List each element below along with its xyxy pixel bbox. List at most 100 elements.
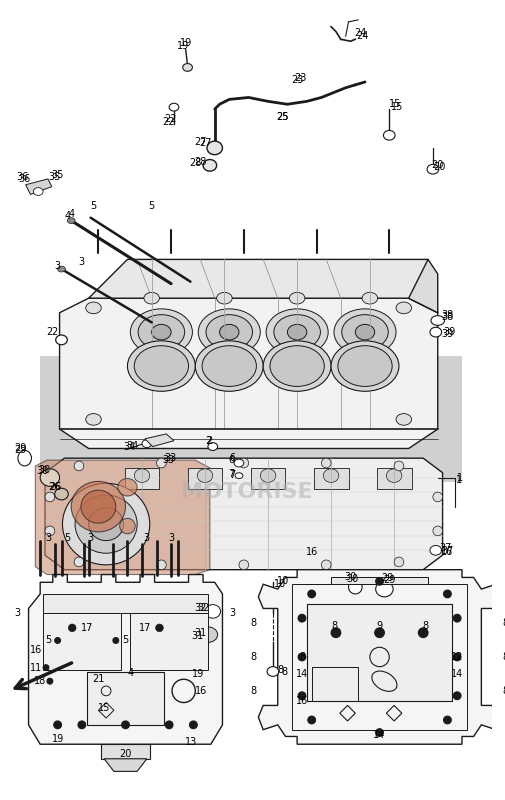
Ellipse shape	[430, 316, 443, 326]
Polygon shape	[35, 460, 210, 574]
Bar	[187, 468, 222, 490]
Ellipse shape	[323, 469, 338, 482]
Ellipse shape	[429, 327, 441, 337]
Text: 1: 1	[456, 473, 462, 482]
Text: 14: 14	[450, 670, 463, 679]
Ellipse shape	[47, 678, 53, 684]
Ellipse shape	[55, 638, 61, 643]
Text: MOTORISE: MOTORISE	[181, 482, 312, 502]
Polygon shape	[408, 259, 437, 313]
Text: 26: 26	[48, 482, 61, 492]
Text: 39: 39	[440, 329, 452, 339]
Ellipse shape	[393, 557, 403, 566]
Ellipse shape	[74, 557, 84, 566]
Ellipse shape	[452, 614, 460, 622]
Text: 8: 8	[501, 652, 505, 662]
Ellipse shape	[235, 473, 242, 478]
Ellipse shape	[74, 461, 84, 470]
Ellipse shape	[263, 341, 330, 391]
Text: 36: 36	[19, 174, 31, 184]
Ellipse shape	[198, 627, 217, 642]
Text: 3: 3	[55, 261, 61, 271]
Text: 6: 6	[228, 455, 234, 465]
Ellipse shape	[62, 483, 149, 565]
Text: 8: 8	[277, 665, 283, 674]
Ellipse shape	[432, 526, 442, 536]
Text: 14: 14	[373, 730, 385, 739]
Ellipse shape	[182, 63, 192, 71]
Text: 15: 15	[390, 102, 402, 112]
Text: 19: 19	[176, 41, 188, 51]
Ellipse shape	[393, 461, 403, 470]
Ellipse shape	[169, 103, 178, 111]
Text: 25: 25	[276, 112, 288, 122]
Text: 37: 37	[440, 546, 452, 556]
Text: 4: 4	[127, 669, 133, 678]
Ellipse shape	[307, 590, 315, 598]
Text: 2: 2	[206, 436, 212, 446]
Bar	[130, 614, 208, 670]
Ellipse shape	[81, 490, 116, 523]
Ellipse shape	[395, 414, 411, 426]
Ellipse shape	[234, 459, 243, 467]
Ellipse shape	[375, 582, 392, 597]
Ellipse shape	[307, 716, 315, 724]
Text: 8: 8	[250, 686, 256, 696]
Text: 29: 29	[380, 574, 393, 583]
Text: 33: 33	[164, 453, 176, 463]
Ellipse shape	[68, 624, 76, 632]
Ellipse shape	[138, 314, 184, 350]
Ellipse shape	[337, 346, 391, 386]
Bar	[101, 744, 149, 758]
Text: 8: 8	[421, 621, 427, 631]
Text: 23: 23	[293, 73, 306, 83]
Ellipse shape	[260, 469, 275, 482]
Text: 12: 12	[450, 652, 463, 662]
Text: 10: 10	[273, 579, 285, 590]
Bar	[376, 468, 411, 490]
Text: 35: 35	[48, 172, 61, 182]
Ellipse shape	[152, 324, 171, 340]
Text: 33: 33	[162, 455, 174, 465]
Ellipse shape	[297, 653, 305, 661]
Ellipse shape	[55, 488, 68, 500]
Ellipse shape	[348, 580, 362, 594]
Text: 3: 3	[45, 533, 51, 542]
Text: 35: 35	[52, 170, 64, 180]
Ellipse shape	[330, 628, 340, 638]
Text: 36: 36	[17, 172, 29, 182]
Text: 16: 16	[440, 547, 452, 558]
Text: 24: 24	[355, 31, 368, 42]
Text: 29: 29	[382, 575, 394, 586]
Ellipse shape	[321, 560, 330, 570]
Ellipse shape	[287, 324, 306, 340]
Bar	[40, 356, 461, 482]
Text: 3: 3	[229, 608, 235, 618]
Text: 20: 20	[431, 160, 443, 170]
Ellipse shape	[85, 414, 101, 426]
Text: 27: 27	[198, 138, 211, 148]
Ellipse shape	[297, 614, 305, 622]
Text: 16: 16	[295, 695, 308, 706]
Ellipse shape	[85, 302, 101, 314]
Text: 20: 20	[433, 162, 445, 172]
Ellipse shape	[208, 442, 217, 450]
Text: 17: 17	[138, 623, 151, 633]
Text: 19: 19	[192, 670, 204, 679]
Ellipse shape	[216, 292, 232, 304]
Ellipse shape	[273, 314, 320, 350]
Text: 23: 23	[290, 75, 302, 85]
Ellipse shape	[443, 716, 450, 724]
Polygon shape	[28, 574, 222, 744]
Ellipse shape	[197, 469, 213, 482]
Text: 16: 16	[194, 686, 207, 696]
Ellipse shape	[426, 164, 438, 174]
Ellipse shape	[45, 526, 55, 536]
Ellipse shape	[452, 692, 460, 700]
Bar	[311, 666, 358, 701]
Text: 34: 34	[126, 441, 138, 450]
Text: 25: 25	[276, 112, 288, 122]
Text: 30: 30	[345, 574, 358, 584]
Ellipse shape	[118, 478, 137, 496]
Text: 15: 15	[98, 703, 110, 714]
